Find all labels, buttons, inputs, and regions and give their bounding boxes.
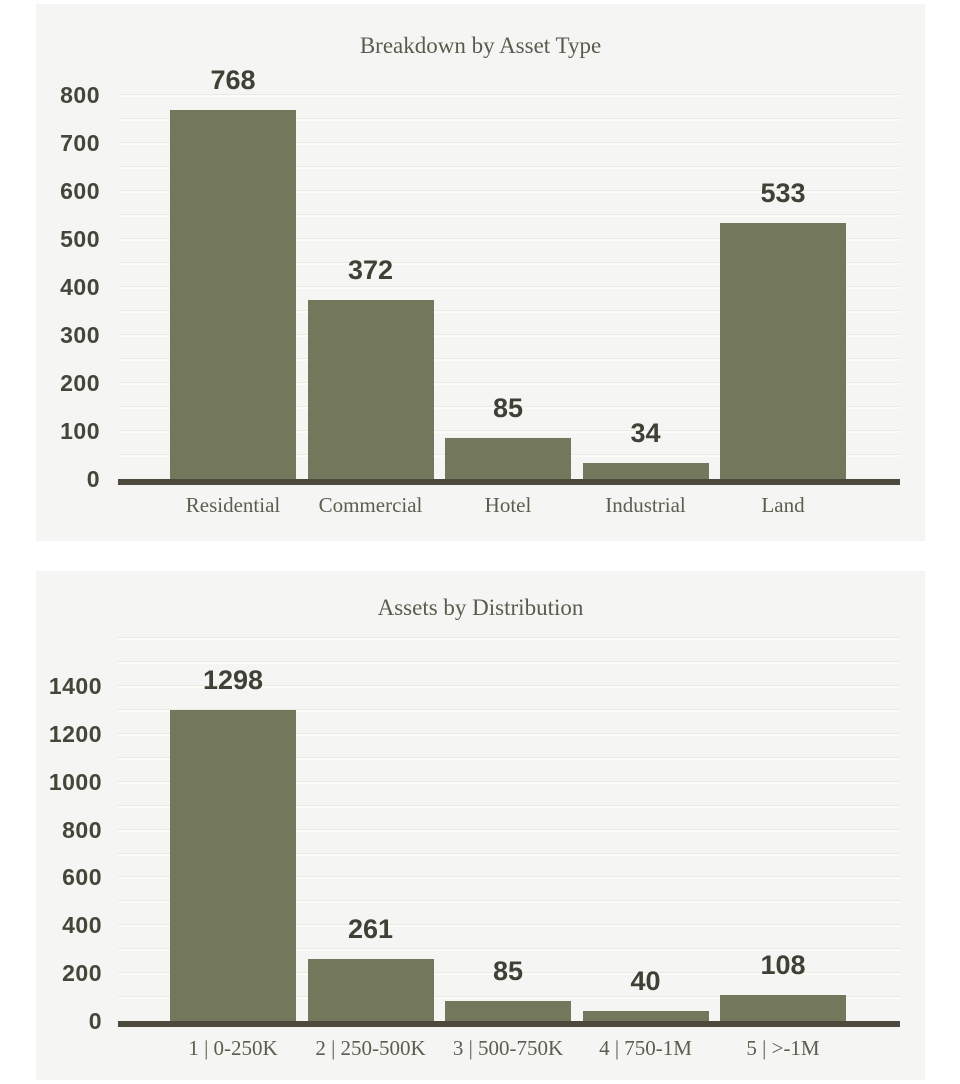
gridline	[118, 637, 900, 641]
gridline	[118, 166, 900, 169]
gridline	[118, 358, 900, 361]
bar-value-label: 1298	[202, 665, 264, 696]
x-axis-label: Industrial	[605, 493, 686, 517]
gridline	[118, 900, 900, 904]
bar	[170, 110, 296, 479]
y-axis-tick-label: 500	[60, 226, 100, 252]
bar-value-label: 261	[347, 913, 394, 944]
y-axis-tick-label: 1400	[48, 673, 102, 699]
bar	[445, 438, 571, 479]
gridline	[118, 756, 900, 760]
bar-value-label: 768	[210, 65, 256, 96]
bar-value-label: 372	[347, 255, 394, 286]
bar	[307, 300, 434, 479]
gridline	[118, 972, 900, 976]
bar-value-label: 85	[492, 393, 524, 424]
bar-value-label: 34	[630, 417, 661, 448]
gridline	[118, 685, 900, 688]
y-axis-tick-label: 600	[60, 178, 100, 204]
gridline	[118, 828, 900, 832]
gridline	[118, 876, 900, 880]
gridline	[118, 262, 900, 265]
x-axis-label: Residential	[185, 493, 281, 517]
y-axis-tick-label: 800	[62, 816, 102, 843]
gridline	[118, 190, 900, 193]
chart-title: Assets by Distribution	[377, 595, 584, 620]
bar-value-label: 40	[630, 966, 661, 997]
y-axis-tick-label: 0	[88, 1008, 102, 1034]
x-axis-line	[118, 479, 900, 485]
bar	[307, 958, 434, 1021]
x-axis-line	[118, 1021, 900, 1027]
gridline	[118, 948, 900, 952]
gridline	[118, 382, 900, 385]
bar	[445, 1000, 571, 1021]
gridline	[118, 661, 900, 665]
report-page: Breakdown by Asset Type 0 100 200 300 400 500…	[0, 4, 960, 1084]
x-axis-label: 4 | 750-1M	[599, 1036, 692, 1060]
y-axis-tick-label: 200	[60, 370, 100, 396]
bar-value-label: 533	[760, 178, 806, 209]
y-axis-tick-label: 100	[60, 418, 100, 444]
gridline	[118, 94, 900, 97]
bar	[170, 710, 296, 1021]
x-axis-label: 3 | 500-750K	[452, 1036, 564, 1060]
gridline	[118, 310, 900, 313]
bar	[720, 995, 846, 1021]
x-axis-label: Hotel	[484, 493, 532, 517]
y-axis-tick-label: 200	[62, 960, 102, 987]
bar-value-label: 108	[760, 950, 806, 981]
gridline	[118, 406, 900, 409]
bar	[582, 462, 709, 479]
chart-title: Breakdown by Asset Type	[359, 33, 602, 58]
gridline	[118, 118, 900, 121]
gridline	[118, 142, 900, 145]
y-axis-tick-label: 0	[86, 466, 100, 492]
x-axis-label: 1 | 0-250K	[188, 1036, 278, 1060]
gridline	[118, 732, 900, 736]
y-axis-tick-label: 600	[62, 864, 102, 891]
gridline	[118, 238, 900, 241]
distribution-chart-panel: Assets by Distribution 0 200 400 600 800 1000…	[36, 571, 925, 1080]
gridline	[118, 708, 900, 712]
y-axis-tick-label: 1200	[48, 720, 102, 747]
gridline	[118, 214, 900, 217]
gridline	[118, 996, 900, 1000]
bar	[582, 1011, 709, 1021]
y-axis-tick-label: 400	[62, 912, 102, 939]
y-axis-tick-label: 700	[60, 130, 100, 156]
y-axis-tick-label: 1000	[48, 768, 102, 795]
y-axis-tick-label: 300	[60, 322, 100, 348]
y-axis-tick-label: 800	[60, 82, 100, 108]
asset-type-chart-panel: Breakdown by Asset Type 0 100 200 300 400 500…	[36, 4, 925, 541]
gridline	[118, 804, 900, 808]
gridline	[118, 780, 900, 784]
bar	[720, 223, 846, 479]
gridline	[118, 334, 900, 337]
gridline	[118, 852, 900, 856]
x-axis-label: Land	[761, 493, 805, 517]
gridline	[118, 286, 900, 289]
x-axis-label: Commercial	[318, 493, 423, 517]
bar-value-label: 85	[492, 955, 524, 986]
gridline	[118, 430, 900, 433]
gridline	[118, 924, 900, 928]
x-axis-label: 2 | 250-500K	[315, 1036, 426, 1060]
y-axis-tick-label: 400	[60, 274, 100, 300]
x-axis-label: 5 | >-1M	[746, 1036, 820, 1060]
